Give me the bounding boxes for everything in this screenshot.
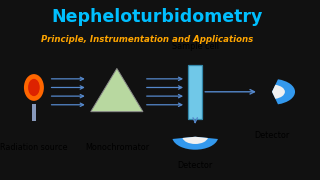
Bar — [32, 104, 36, 121]
Text: Radiation source: Radiation source — [0, 143, 68, 152]
Text: Sample cell: Sample cell — [172, 42, 219, 51]
Ellipse shape — [28, 79, 40, 96]
Polygon shape — [91, 68, 143, 112]
Bar — [188, 65, 202, 119]
Text: Detector: Detector — [178, 161, 213, 170]
Text: Nepheloturbidometry: Nepheloturbidometry — [51, 8, 262, 26]
Wedge shape — [182, 137, 208, 144]
Text: Monochromator: Monochromator — [85, 143, 149, 152]
Wedge shape — [172, 137, 218, 150]
Wedge shape — [272, 79, 295, 104]
Wedge shape — [272, 85, 285, 99]
Ellipse shape — [24, 74, 44, 101]
Text: Principle, Instrumentation and Applications: Principle, Instrumentation and Applicati… — [42, 35, 254, 44]
Text: Detector: Detector — [254, 131, 290, 140]
